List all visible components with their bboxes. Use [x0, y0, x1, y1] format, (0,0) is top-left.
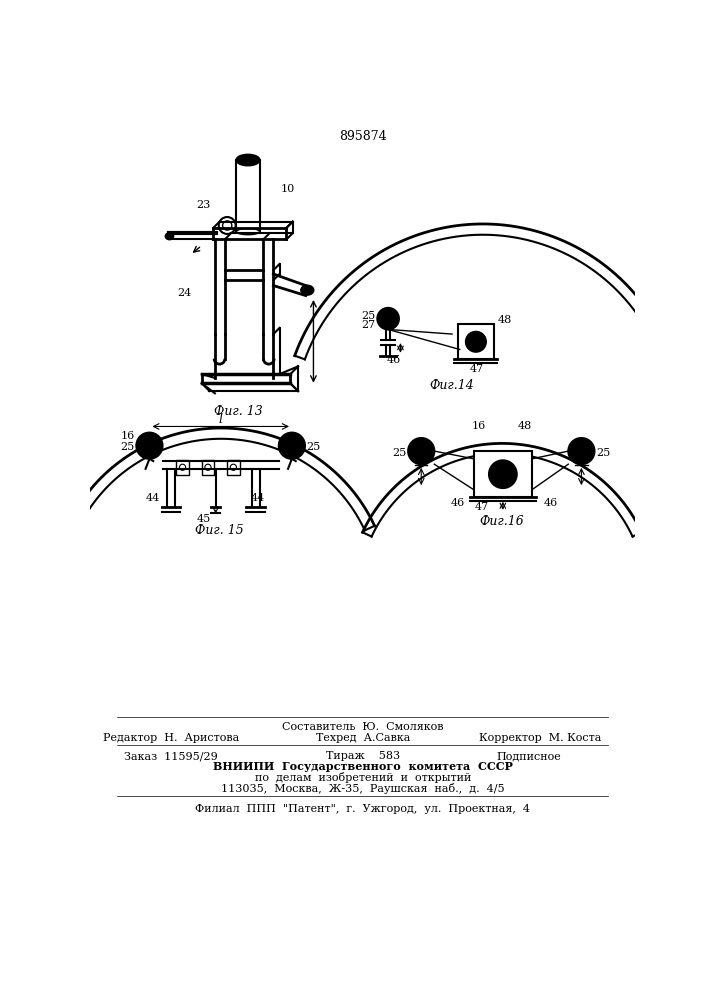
Bar	[474, 451, 532, 497]
Text: 46: 46	[451, 498, 465, 508]
Text: 895874: 895874	[339, 130, 387, 143]
Text: Редактор  Н.  Аристова: Редактор Н. Аристова	[103, 733, 239, 743]
Text: 25: 25	[306, 442, 320, 452]
Text: 10: 10	[281, 184, 296, 194]
Text: 45: 45	[197, 514, 211, 524]
Bar	[176, 460, 189, 475]
Text: по  делам  изобретений  и  открытий: по делам изобретений и открытий	[255, 772, 471, 783]
Text: 24: 24	[177, 288, 191, 298]
Text: Составитель  Ю.  Смоляков: Составитель Ю. Смоляков	[282, 722, 443, 732]
Text: 25: 25	[121, 442, 135, 452]
Text: 48: 48	[518, 421, 532, 431]
Text: 25: 25	[361, 311, 375, 321]
Text: 16: 16	[121, 431, 135, 441]
Text: Подписное: Подписное	[496, 751, 561, 761]
Text: 16: 16	[472, 421, 486, 431]
Text: Филиал  ППП  "Патент",  г.  Ужгород,  ул.  Проектная,  4: Филиал ППП "Патент", г. Ужгород, ул. Про…	[195, 804, 530, 814]
Text: 46: 46	[544, 498, 558, 508]
Text: Фиг. 13: Фиг. 13	[214, 405, 262, 418]
Text: Корректор  М. Коста: Корректор М. Коста	[479, 733, 602, 743]
Text: 46: 46	[387, 355, 402, 365]
Text: Фиг.14: Фиг.14	[430, 379, 474, 392]
Bar	[227, 460, 240, 475]
Circle shape	[568, 438, 595, 464]
Ellipse shape	[301, 286, 313, 295]
Ellipse shape	[165, 233, 173, 239]
Text: 44: 44	[251, 493, 265, 503]
Text: 25: 25	[392, 448, 407, 458]
Circle shape	[489, 460, 517, 488]
Circle shape	[136, 433, 163, 459]
Text: 27: 27	[361, 320, 375, 330]
Text: 25: 25	[596, 448, 610, 458]
Circle shape	[279, 433, 305, 459]
Circle shape	[408, 438, 434, 464]
Text: 48: 48	[497, 315, 512, 325]
Text: 23: 23	[197, 200, 211, 210]
Text: ВНИИПИ  Государственного  комитета  СССР: ВНИИПИ Государственного комитета СССР	[213, 761, 513, 772]
Circle shape	[378, 308, 399, 329]
Text: 47: 47	[469, 364, 484, 374]
Text: 113035,  Москва,  Ж-35,  Раушская  наб.,  д.  4/5: 113035, Москва, Ж-35, Раушская наб., д. …	[221, 783, 505, 794]
Text: l: l	[218, 413, 223, 426]
Bar	[458, 324, 493, 359]
Text: Тираж    583: Тираж 583	[326, 751, 399, 761]
Ellipse shape	[236, 155, 259, 165]
Circle shape	[466, 332, 486, 352]
Bar	[201, 460, 214, 475]
Text: Фиг. 15: Фиг. 15	[195, 524, 244, 537]
Text: Заказ  11595/29: Заказ 11595/29	[124, 751, 218, 761]
Text: Техред  А.Савка: Техред А.Савка	[315, 733, 410, 743]
Text: 47: 47	[474, 502, 489, 512]
Text: Фиг.16: Фиг.16	[480, 515, 525, 528]
Text: 44: 44	[146, 493, 160, 503]
